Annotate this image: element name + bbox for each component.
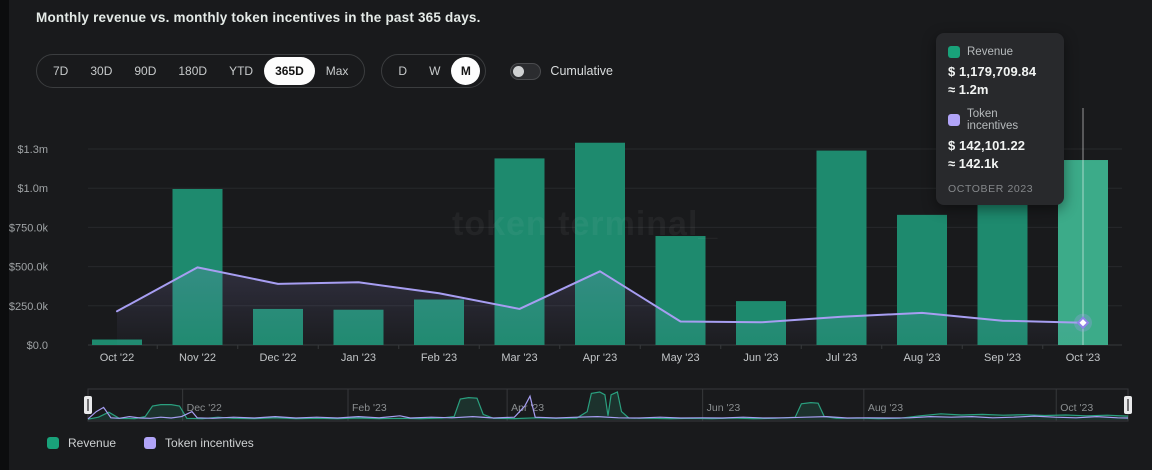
navigator-label: Aug '23 <box>868 402 903 414</box>
cumulative-toggle-wrap: Cumulative <box>510 62 613 80</box>
x-axis-label: Nov '22 <box>179 352 216 364</box>
x-axis-label: Oct '22 <box>100 352 135 364</box>
range-pill-group: 7D 30D 90D 180D YTD 365D Max <box>36 54 366 88</box>
revenue-bar[interactable] <box>816 150 867 345</box>
legend-revenue-label: Revenue <box>68 436 117 450</box>
navigator-incentives-line <box>87 394 1129 420</box>
tooltip-incentives-value: $ 142,101.22 <box>948 138 1026 153</box>
tooltip-incentives-approx: ≈ 142.1k <box>948 156 999 171</box>
tooltip-revenue-approx: ≈ 1.2m <box>948 82 989 97</box>
interval-pill-group: D W M <box>381 54 487 88</box>
page-title: Monthly revenue vs. monthly token incent… <box>36 10 481 25</box>
navigator-label: Apr '23 <box>511 402 544 414</box>
toggle-knob-icon <box>513 65 525 77</box>
navigator-label: Oct '23 <box>1060 402 1093 414</box>
range-180d[interactable]: 180D <box>167 57 218 85</box>
navigator-revenue-line <box>87 391 1129 420</box>
x-axis-label: Aug '23 <box>904 352 941 364</box>
cumulative-toggle[interactable] <box>510 62 542 80</box>
y-axis-tick-label: $500.0k <box>9 262 49 274</box>
legend-item-incentives: Token incentives <box>144 436 254 450</box>
range-30d[interactable]: 30D <box>79 57 123 85</box>
incentives-area <box>117 267 1083 345</box>
x-axis-label: Feb '23 <box>421 352 457 364</box>
incentives-line <box>116 266 1084 324</box>
navigator-label: Feb '23 <box>352 402 387 414</box>
cumulative-label: Cumulative <box>550 64 613 78</box>
x-axis-label: May '23 <box>661 352 699 364</box>
chart-tooltip: Revenue $ 1,179,709.84 ≈ 1.2m Token ince… <box>936 33 1064 205</box>
tooltip-incentives-label: Token incentives <box>967 108 1019 132</box>
diamond-marker-icon <box>1076 316 1090 330</box>
y-axis-tick-label: $750.0k <box>9 222 49 234</box>
x-axis-label: Dec '22 <box>260 352 297 364</box>
tooltip-period: OCTOBER 2023 <box>948 183 1034 195</box>
x-axis-label: Mar '23 <box>501 352 537 364</box>
left-edge-strip <box>0 0 9 470</box>
controls-row: 7D 30D 90D 180D YTD 365D Max D W M Cumul… <box>36 54 613 88</box>
range-365d-active[interactable]: 365D <box>264 57 315 85</box>
x-axis-label: Jun '23 <box>743 352 778 364</box>
main-chart[interactable]: $1.3m $1.0m $750.0k $500.0k $250.0k $0.0 Oct '… <box>0 95 1152 385</box>
interval-week[interactable]: W <box>418 57 451 85</box>
range-max[interactable]: Max <box>315 57 360 85</box>
x-axis-label: Jan '23 <box>341 352 376 364</box>
interval-month-active[interactable]: M <box>451 57 481 85</box>
x-axis-label: Sep '23 <box>984 352 1021 364</box>
y-axis-tick-label: $0.0 <box>27 340 48 352</box>
navigator-label: Dec '22 <box>187 402 222 414</box>
range-ytd[interactable]: YTD <box>218 57 264 85</box>
revenue-legend-swatch-icon <box>47 437 59 449</box>
tooltip-revenue-label: Revenue <box>967 46 1014 58</box>
range-7d[interactable]: 7D <box>42 57 79 85</box>
x-axis-label: Apr '23 <box>583 352 618 364</box>
legend-item-revenue: Revenue <box>47 436 116 450</box>
interval-day[interactable]: D <box>387 57 418 85</box>
incentives-swatch-icon <box>948 114 960 126</box>
navigator-label: Jun '23 <box>707 402 741 414</box>
y-axis-tick-label: $1.0m <box>17 183 48 195</box>
x-axis-label: Oct '23 <box>1066 352 1101 364</box>
y-axis-tick-label: $1.3m <box>17 144 48 156</box>
y-axis-tick-label: $250.0k <box>9 301 49 313</box>
incentives-legend-swatch-icon <box>144 437 157 449</box>
x-axis-label: Jul '23 <box>826 352 857 364</box>
chart-legend: Revenue Token incentives <box>47 436 254 450</box>
revenue-swatch-icon <box>948 46 960 58</box>
legend-incentives-label: Token incentives <box>165 436 254 450</box>
tooltip-revenue-value: $ 1,179,709.84 <box>948 64 1037 79</box>
range-90d[interactable]: 90D <box>123 57 167 85</box>
navigator-scrubber[interactable]: Dec '22 Feb '23 Apr '23 Jun '23 Aug '23 Oct '… <box>0 385 1152 431</box>
